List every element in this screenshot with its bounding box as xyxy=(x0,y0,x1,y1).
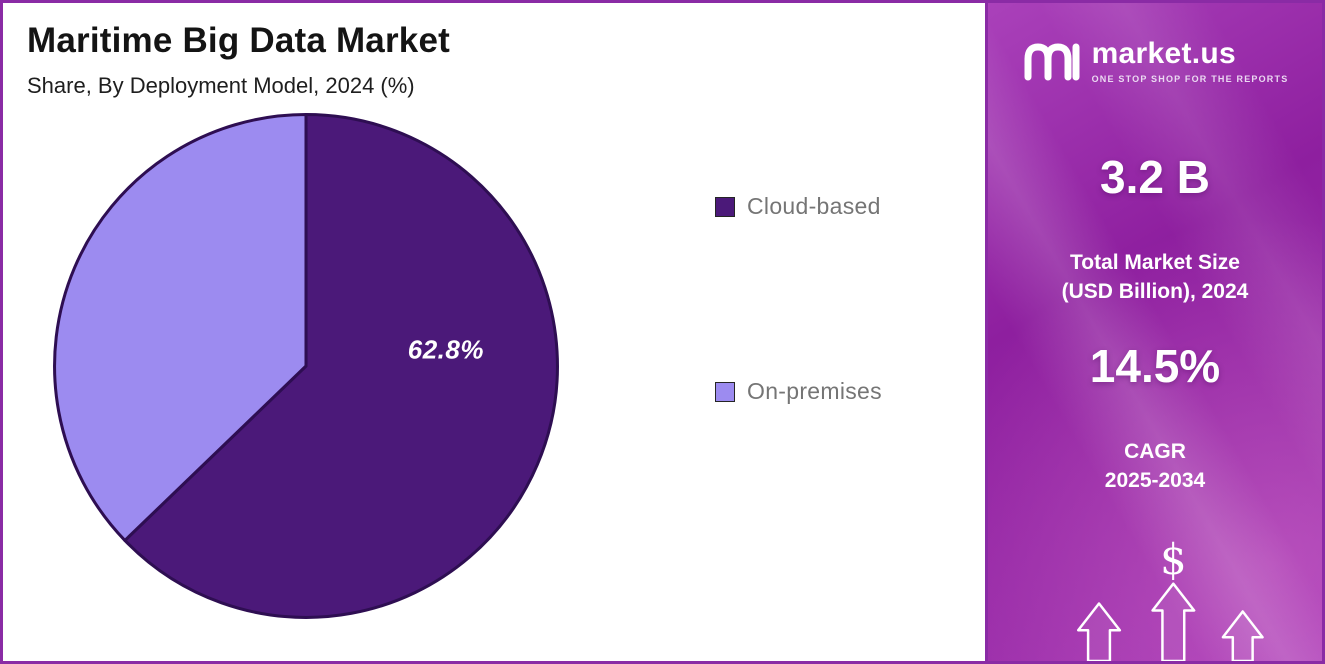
legend-label-cloud-based: Cloud-based xyxy=(747,193,881,219)
dollar-icon: $ xyxy=(1160,535,1186,584)
cagr-label-line2: 2025-2034 xyxy=(1104,469,1206,493)
page-subtitle: Share, By Deployment Model, 2024 (%) xyxy=(27,73,415,98)
cagr-value: 14.5% xyxy=(1089,339,1221,392)
stats-sidebar: market.us ONE STOP SHOP FOR THE REPORTS … xyxy=(985,3,1322,661)
legend-item-cloud-based: Cloud-based xyxy=(715,193,882,220)
chart-legend: Cloud-based On-premises xyxy=(715,105,882,661)
brand-tagline: ONE STOP SHOP FOR THE REPORTS xyxy=(1091,74,1289,84)
page-title: Maritime Big Data Market xyxy=(27,21,450,60)
chart-row: 62.8% Cloud-based On-premises xyxy=(27,105,985,661)
cagr-label: CAGR 2025-2034 xyxy=(1105,437,1205,496)
legend-label-on-premises: On-premises xyxy=(747,378,882,404)
brand-name: market.us xyxy=(1091,37,1237,70)
growth-arrows-icon: $ xyxy=(1076,535,1264,661)
brand-text-block: market.us ONE STOP SHOP FOR THE REPORTS xyxy=(1091,37,1289,85)
market-size-label: Total Market Size (USD Billion), 2024 xyxy=(1062,248,1249,307)
market-size-label-line1: Total Market Size xyxy=(1069,251,1240,274)
legend-item-on-premises: On-premises xyxy=(715,378,882,405)
legend-marker-cloud-based xyxy=(715,196,735,217)
arrow-up-left-icon xyxy=(1076,602,1122,661)
pie-slice-cloud-based xyxy=(123,113,559,619)
legend-marker-on-premises xyxy=(715,381,735,402)
pie-chart-svg xyxy=(53,113,559,619)
pie-slice-on-premises xyxy=(53,113,308,542)
market-us-logo-icon xyxy=(1024,43,1080,80)
arrow-up-center-icon xyxy=(1151,582,1196,661)
pie-chart: 62.8% xyxy=(47,107,565,625)
brand-logo: market.us ONE STOP SHOP FOR THE REPORTS xyxy=(1022,39,1289,84)
chart-section: Maritime Big Data Market Share, By Deplo… xyxy=(3,3,985,661)
arrow-up-right-icon xyxy=(1221,610,1264,661)
market-size-value: 3.2 B xyxy=(1100,151,1210,203)
cagr-label-line1: CAGR xyxy=(1124,439,1186,463)
market-size-label-line2: (USD Billion), 2024 xyxy=(1061,280,1249,304)
pie-slice-data-label: 62.8% xyxy=(407,334,484,365)
